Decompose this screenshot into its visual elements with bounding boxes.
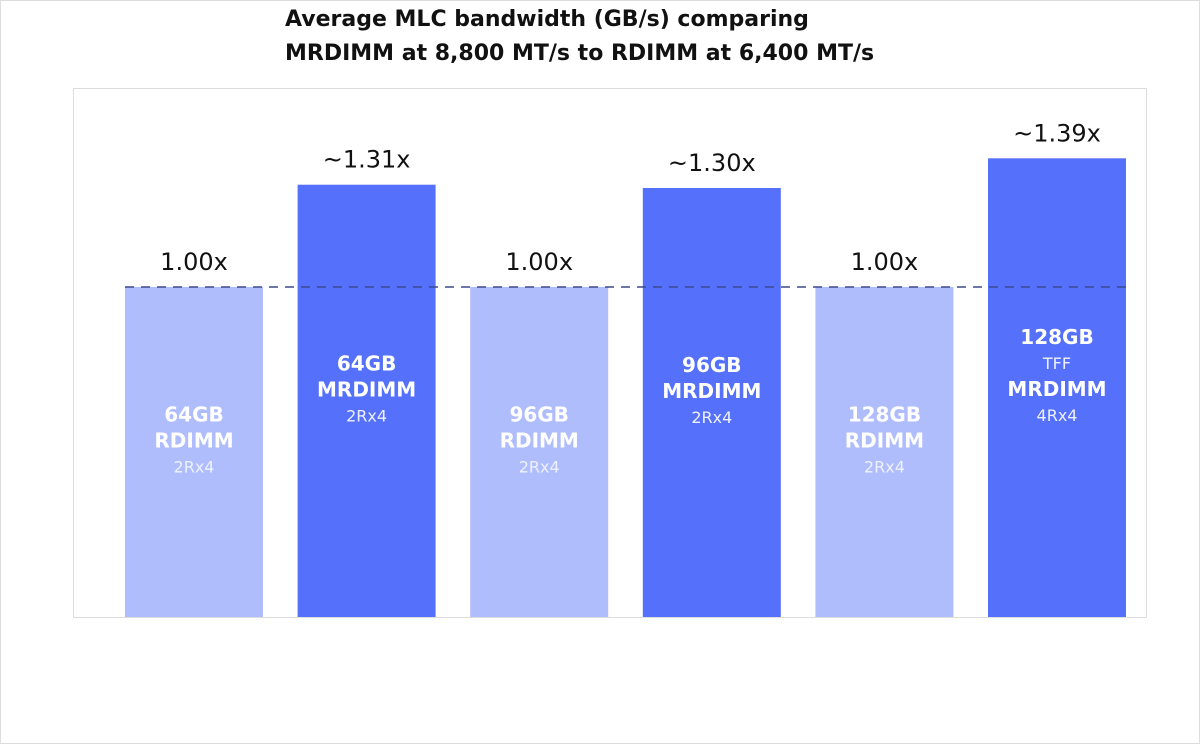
bar-label: 2Rx4 bbox=[346, 406, 387, 425]
bar-label: 128GB bbox=[1020, 325, 1093, 349]
bar-label: 2Rx4 bbox=[174, 458, 215, 477]
bar-label: MRDIMM bbox=[1007, 377, 1106, 401]
bar bbox=[470, 287, 609, 617]
bar-label: 64GB bbox=[164, 403, 224, 427]
bar-label: MRDIMM bbox=[317, 377, 416, 401]
bar bbox=[642, 188, 781, 617]
bar-label: 2Rx4 bbox=[691, 408, 732, 427]
bar-label: 2Rx4 bbox=[864, 458, 905, 477]
bar-label: 4Rx4 bbox=[1037, 406, 1078, 425]
bar-label: 96GB bbox=[509, 403, 569, 427]
value-label: ~1.30x bbox=[668, 149, 756, 177]
value-label: 1.00x bbox=[851, 248, 919, 276]
bar-label: 2Rx4 bbox=[519, 458, 560, 477]
bar-label: TFF bbox=[1042, 354, 1071, 373]
value-label: 1.00x bbox=[505, 248, 573, 276]
bar bbox=[125, 287, 263, 617]
value-label: 1.00x bbox=[160, 248, 228, 276]
bar-label: RDIMM bbox=[154, 429, 233, 453]
value-label: ~1.31x bbox=[323, 146, 411, 174]
bar-label: RDIMM bbox=[845, 429, 924, 453]
bar bbox=[988, 158, 1126, 618]
chart-title: MRDIMM at 8,800 MT/s to RDIMM at 6,400 M… bbox=[285, 41, 874, 66]
bar bbox=[815, 287, 954, 617]
bar-label: 128GB bbox=[848, 403, 921, 427]
value-label: ~1.39x bbox=[1013, 119, 1101, 147]
chart-title: Average MLC bandwidth (GB/s) comparing bbox=[285, 7, 809, 32]
bar-label: MRDIMM bbox=[662, 379, 761, 403]
bar-label: RDIMM bbox=[500, 429, 579, 453]
bar-label: 96GB bbox=[682, 353, 742, 377]
bar-label: 64GB bbox=[337, 351, 397, 375]
bar bbox=[297, 184, 436, 617]
